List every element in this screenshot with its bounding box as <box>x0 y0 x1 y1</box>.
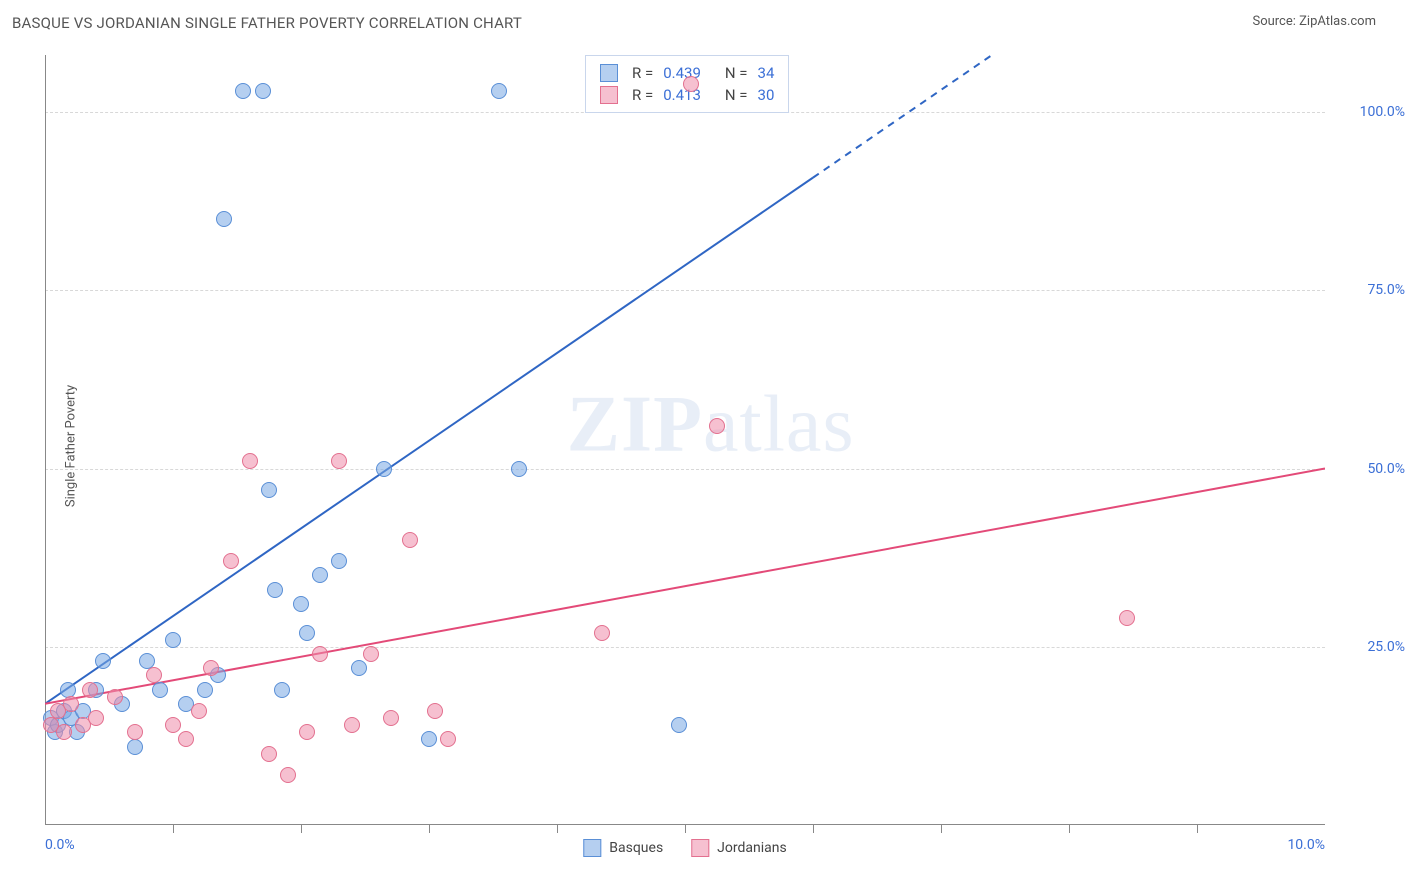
data-point <box>63 696 79 712</box>
legend-item: Jordanians <box>691 839 787 857</box>
data-point <box>280 767 296 783</box>
data-point <box>216 211 232 227</box>
data-point <box>683 76 699 92</box>
data-point <box>594 625 610 641</box>
data-point <box>293 596 309 612</box>
x-tick <box>1197 825 1198 833</box>
data-point <box>1119 610 1135 626</box>
data-point <box>671 717 687 733</box>
data-point <box>261 482 277 498</box>
legend-swatch-jordanians <box>691 839 709 857</box>
data-point <box>127 724 143 740</box>
data-point <box>56 724 72 740</box>
data-point <box>255 83 271 99</box>
watermark-rest: atlas <box>703 380 855 468</box>
legend-swatch-basques <box>583 839 601 857</box>
data-point <box>402 532 418 548</box>
legend-n-label: N = <box>725 86 748 104</box>
data-point <box>82 682 98 698</box>
legend-series-label: Jordanians <box>717 840 787 856</box>
y-axis-line <box>45 55 46 825</box>
data-point <box>331 553 347 569</box>
gridline <box>45 647 1325 648</box>
data-point <box>152 682 168 698</box>
data-point <box>440 731 456 747</box>
chart-title: BASQUE VS JORDANIAN SINGLE FATHER POVERT… <box>12 14 522 32</box>
legend-r-label: R = <box>632 64 653 82</box>
y-tick-label: 75.0% <box>1335 282 1405 298</box>
legend-n-value: 30 <box>758 86 775 104</box>
data-point <box>274 682 290 698</box>
data-point <box>107 689 123 705</box>
legend-swatch-basques <box>600 64 618 82</box>
source-prefix: Source: <box>1252 14 1299 29</box>
data-point <box>331 453 347 469</box>
source-link[interactable]: ZipAtlas.com <box>1299 14 1376 29</box>
data-point <box>427 703 443 719</box>
data-point <box>511 461 527 477</box>
x-tick-label: 0.0% <box>45 837 75 853</box>
data-point <box>344 717 360 733</box>
gridline <box>45 290 1325 291</box>
data-point <box>223 553 239 569</box>
data-point <box>299 724 315 740</box>
legend-n-value: 34 <box>758 64 775 82</box>
x-tick <box>813 825 814 833</box>
watermark-bold: ZIP <box>567 380 703 468</box>
x-tick <box>557 825 558 833</box>
y-tick-label: 100.0% <box>1335 104 1405 120</box>
data-point <box>299 625 315 641</box>
y-tick-label: 25.0% <box>1335 639 1405 655</box>
x-tick <box>685 825 686 833</box>
data-point <box>312 567 328 583</box>
data-point <box>376 461 392 477</box>
legend-item: Basques <box>583 839 663 857</box>
data-point <box>203 660 219 676</box>
data-point <box>383 710 399 726</box>
legend-series: Basques Jordanians <box>583 839 786 857</box>
x-tick-label: 10.0% <box>1287 837 1325 853</box>
data-point <box>178 731 194 747</box>
data-point <box>267 582 283 598</box>
data-point <box>261 746 277 762</box>
data-point <box>95 653 111 669</box>
data-point <box>351 660 367 676</box>
data-point <box>191 703 207 719</box>
x-tick <box>301 825 302 833</box>
y-tick-label: 50.0% <box>1335 461 1405 477</box>
data-point <box>491 83 507 99</box>
legend-r-label: R = <box>632 86 653 104</box>
legend-swatch-jordanians <box>600 86 618 104</box>
data-point <box>197 682 213 698</box>
x-tick <box>173 825 174 833</box>
data-point <box>235 83 251 99</box>
data-point <box>165 717 181 733</box>
data-point <box>242 453 258 469</box>
data-point <box>165 632 181 648</box>
data-point <box>363 646 379 662</box>
x-tick <box>1069 825 1070 833</box>
legend-series-label: Basques <box>609 840 663 856</box>
data-point <box>421 731 437 747</box>
x-tick <box>941 825 942 833</box>
x-tick <box>429 825 430 833</box>
source-credit: Source: ZipAtlas.com <box>1252 14 1376 29</box>
chart-container: BASQUE VS JORDANIAN SINGLE FATHER POVERT… <box>0 0 1406 892</box>
data-point <box>709 418 725 434</box>
data-point <box>146 667 162 683</box>
data-point <box>88 710 104 726</box>
data-point <box>312 646 328 662</box>
data-point <box>127 739 143 755</box>
legend-n-label: N = <box>725 64 748 82</box>
plot-area: ZIPatlas R = 0.439 N = 34 R = 0.413 N = … <box>45 55 1325 825</box>
